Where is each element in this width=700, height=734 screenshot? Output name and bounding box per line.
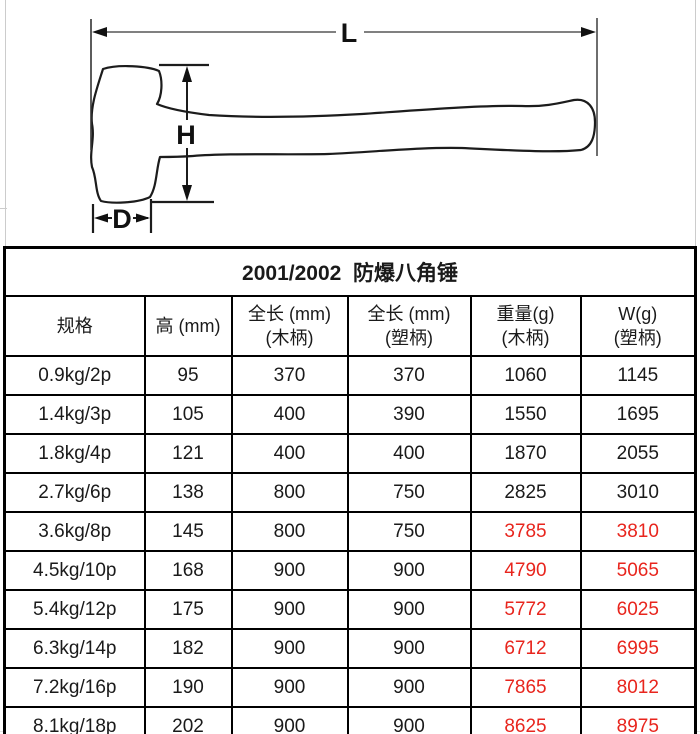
arrowhead-up-icon (182, 66, 192, 82)
length-wood-cell: 400 (230, 394, 349, 435)
table-row: 1.8kg/4p 121 400 400 1870 2055 (3, 433, 697, 474)
height-cell: 138 (143, 472, 233, 513)
weight-plastic-cell: 1145 (579, 355, 697, 396)
length-wood-cell: 900 (230, 628, 349, 669)
length-label: L (341, 18, 358, 48)
height-cell: 190 (143, 667, 233, 708)
length-wood-cell: 800 (230, 472, 349, 513)
table-title: 2001/2002 防爆八角锤 (3, 246, 697, 297)
weight-wood-cell: 5772 (469, 589, 582, 630)
header-weight-wood: 重量(g) (木柄) (469, 295, 582, 357)
table-row: 0.9kg/2p 95 370 370 1060 1145 (3, 355, 697, 396)
weight-wood-cell: 3785 (469, 511, 582, 552)
height-dimension: H (150, 63, 214, 204)
spec-cell: 7.2kg/16p (3, 667, 146, 708)
length-wood-cell: 900 (230, 550, 349, 591)
length-wood-cell: 900 (230, 589, 349, 630)
hammer-outline (90, 65, 597, 204)
table-row: 6.3kg/14p 182 900 900 6712 6995 (3, 628, 697, 669)
arrowhead-right-icon (581, 27, 596, 37)
arrowhead-down-icon (182, 185, 192, 201)
table-title-row: 2001/2002 防爆八角锤 (3, 246, 697, 297)
length-wood-cell: 900 (230, 667, 349, 708)
table-row: 4.5kg/10p 168 900 900 4790 5065 (3, 550, 697, 591)
table-row: 1.4kg/3p 105 400 390 1550 1695 (3, 394, 697, 435)
hammer-dimension-diagram: L H D (90, 18, 598, 234)
length-plastic-cell: 400 (346, 433, 472, 474)
weight-plastic-cell: 8012 (579, 667, 697, 708)
weight-plastic-cell: 8975 (579, 706, 697, 734)
spec-cell: 0.9kg/2p (3, 355, 146, 396)
height-label: H (176, 120, 196, 150)
length-plastic-cell: 900 (346, 706, 472, 734)
weight-plastic-cell: 2055 (579, 433, 697, 474)
length-plastic-cell: 900 (346, 628, 472, 669)
table-row: 8.1kg/18p 202 900 900 8625 8975 (3, 706, 697, 734)
length-plastic-cell: 390 (346, 394, 472, 435)
weight-wood-cell: 1060 (469, 355, 582, 396)
length-plastic-cell: 750 (346, 511, 472, 552)
weight-wood-cell: 6712 (469, 628, 582, 669)
height-cell: 182 (143, 628, 233, 669)
length-dimension: L (90, 18, 598, 156)
length-wood-cell: 900 (230, 706, 349, 734)
header-length-wood: 全长 (mm) (木柄) (230, 295, 349, 357)
height-cell: 121 (143, 433, 233, 474)
header-length-plastic: 全长 (mm) (塑柄) (346, 295, 472, 357)
arrowhead-right-icon (136, 213, 150, 223)
spec-cell: 3.6kg/8p (3, 511, 146, 552)
table-row: 3.6kg/8p 145 800 750 3785 3810 (3, 511, 697, 552)
header-weight-plastic: W(g) (塑柄) (579, 295, 697, 357)
spreadsheet-gridline-stub (0, 208, 7, 209)
weight-wood-cell: 2825 (469, 472, 582, 513)
diameter-dimension: D (91, 199, 153, 234)
spec-cell: 5.4kg/12p (3, 589, 146, 630)
weight-wood-cell: 8625 (469, 706, 582, 734)
length-plastic-cell: 900 (346, 550, 472, 591)
weight-plastic-cell: 5065 (579, 550, 697, 591)
weight-plastic-cell: 6995 (579, 628, 697, 669)
weight-plastic-cell: 3810 (579, 511, 697, 552)
spec-cell: 8.1kg/18p (3, 706, 146, 734)
spec-cell: 1.4kg/3p (3, 394, 146, 435)
weight-wood-cell: 1550 (469, 394, 582, 435)
spec-cell: 6.3kg/14p (3, 628, 146, 669)
weight-wood-cell: 4790 (469, 550, 582, 591)
table-row: 5.4kg/12p 175 900 900 5772 6025 (3, 589, 697, 630)
height-cell: 168 (143, 550, 233, 591)
height-cell: 105 (143, 394, 233, 435)
weight-plastic-cell: 6025 (579, 589, 697, 630)
weight-wood-cell: 1870 (469, 433, 582, 474)
length-wood-cell: 800 (230, 511, 349, 552)
weight-plastic-cell: 3010 (579, 472, 697, 513)
diameter-label: D (112, 204, 132, 234)
spec-cell: 4.5kg/10p (3, 550, 146, 591)
height-cell: 145 (143, 511, 233, 552)
length-wood-cell: 400 (230, 433, 349, 474)
arrowhead-left-icon (94, 213, 108, 223)
spec-cell: 2.7kg/6p (3, 472, 146, 513)
weight-wood-cell: 7865 (469, 667, 582, 708)
length-wood-cell: 370 (230, 355, 349, 396)
spec-cell: 1.8kg/4p (3, 433, 146, 474)
length-plastic-cell: 900 (346, 589, 472, 630)
length-plastic-cell: 750 (346, 472, 472, 513)
table-header-row: 规格 高 (mm) 全长 (mm) (木柄) 全长 (mm) (塑柄) 重量(g)(… (3, 295, 697, 357)
header-spec: 规格 (3, 295, 146, 357)
length-plastic-cell: 900 (346, 667, 472, 708)
height-cell: 202 (143, 706, 233, 734)
weight-plastic-cell: 1695 (579, 394, 697, 435)
length-plastic-cell: 370 (346, 355, 472, 396)
height-cell: 95 (143, 355, 233, 396)
spreadsheet-gridline-left (5, 0, 6, 246)
spreadsheet-gridline-right (695, 0, 696, 246)
arrowhead-left-icon (92, 27, 107, 37)
spec-table: 2001/2002 防爆八角锤 规格 高 (mm) 全长 (mm) (木柄) 全长… (3, 246, 698, 734)
header-height: 高 (mm) (143, 295, 233, 357)
table-row: 7.2kg/16p 190 900 900 7865 8012 (3, 667, 697, 708)
height-cell: 175 (143, 589, 233, 630)
table-row: 2.7kg/6p 138 800 750 2825 3010 (3, 472, 697, 513)
